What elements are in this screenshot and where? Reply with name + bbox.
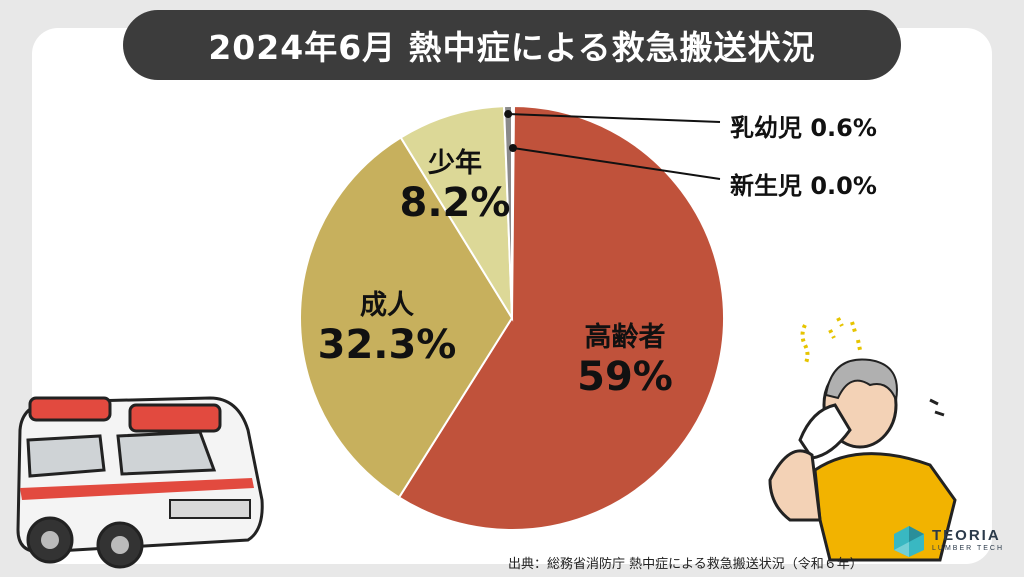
logo-name: TEORIA — [932, 527, 1001, 544]
ambulance-illustration — [16, 396, 264, 569]
leader-line-0 — [508, 113, 721, 123]
pie-slice-4 — [511, 104, 516, 319]
slice-label-1: 成人 32.3% — [312, 290, 462, 368]
pie-slice-0 — [397, 104, 725, 531]
slice-name-0: 高齢者 — [584, 322, 666, 353]
slice-label-0: 高齢者 59% — [560, 322, 690, 400]
slice-label-2: 少年 8.2% — [395, 148, 515, 226]
pie-slice-1 — [299, 136, 514, 499]
logo-icon — [894, 526, 924, 557]
chart-title: 2024年6月 熱中症による救急搬送状況 — [123, 10, 901, 80]
slice-value-2: 8.2% — [399, 180, 511, 226]
logo-sub: LUMBER TECH — [932, 545, 1005, 552]
callout-infant: 乳幼児 0.6% — [730, 114, 877, 142]
slice-value-1: 32.3% — [317, 322, 457, 368]
company-logo: TEORIA LUMBER TECH — [892, 516, 1008, 566]
source-note: 出典：総務省消防庁 熱中症による救急搬送状況（令和６年） — [508, 557, 863, 572]
callout-newborn: 新生児 0.0% — [730, 172, 877, 200]
leader-line-1 — [512, 147, 721, 180]
pie-slice-2 — [399, 105, 514, 322]
slice-name-2: 少年 — [428, 148, 482, 179]
slice-value-0: 59% — [577, 354, 673, 400]
slice-name-1: 成人 — [360, 290, 414, 321]
